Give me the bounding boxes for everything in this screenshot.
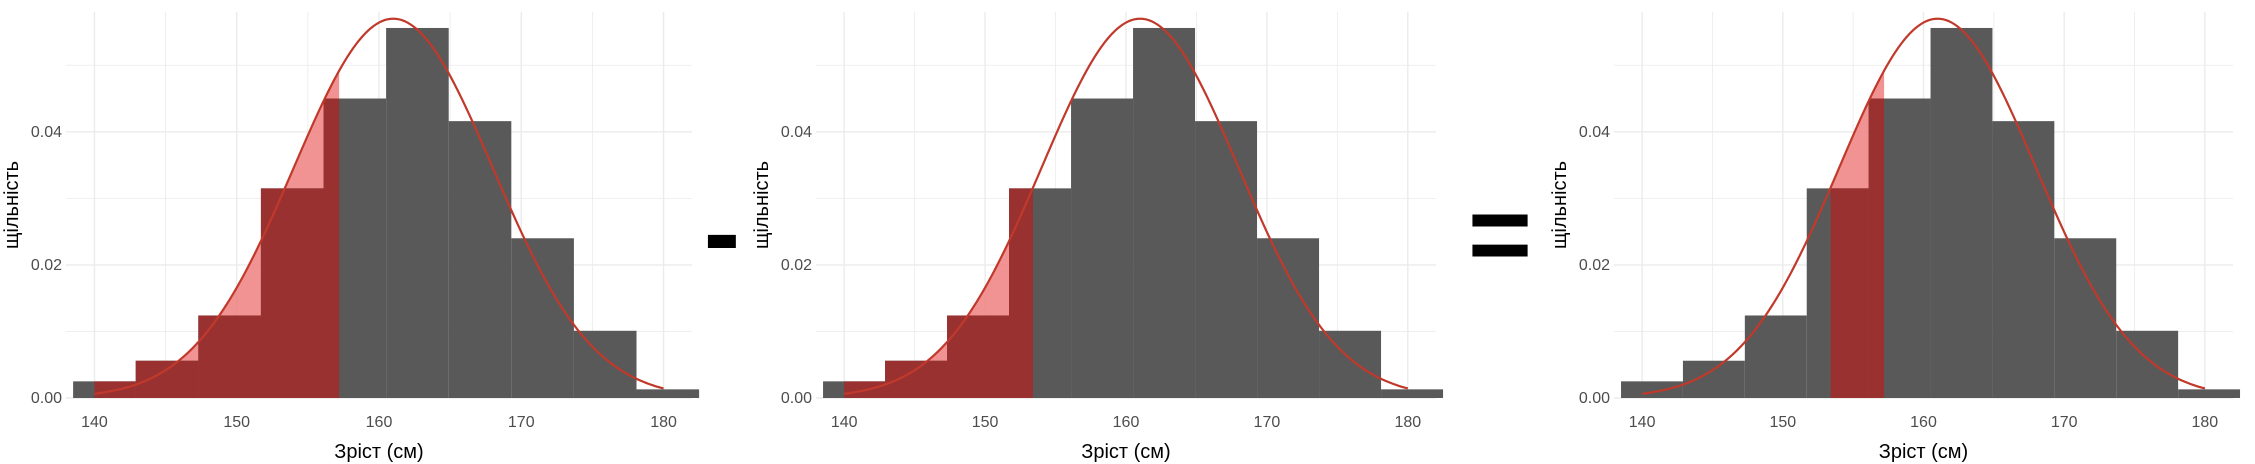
x-tick-label: 150 <box>1769 414 1796 431</box>
shaded-bar-segment <box>885 360 948 398</box>
shaded-bar-portion <box>94 98 340 398</box>
histogram-bar <box>1930 27 1993 399</box>
x-tick-labels: 140 150 160 170 180 <box>831 414 1421 431</box>
x-tick-label: 160 <box>1910 414 1937 431</box>
shaded-bar-segment <box>198 315 261 398</box>
y-tick-label: 0.00 <box>781 390 812 407</box>
x-tick-label: 180 <box>1394 414 1421 431</box>
normal-curve <box>94 17 664 395</box>
shaded-bar-segment <box>1868 98 1885 398</box>
x-axis-title: Зріст (см) <box>1879 441 1968 463</box>
x-tick-labels: 140 150 160 170 180 <box>1629 414 2219 431</box>
histogram-bar <box>2178 389 2241 398</box>
y-tick-label: 0.02 <box>781 257 812 274</box>
normal-curve <box>1641 17 2206 395</box>
x-axis-title: Зріст (см) <box>1081 441 1170 463</box>
histogram-bar <box>2054 238 2117 398</box>
y-tick-labels: 0.00 0.02 0.04 <box>1579 124 1610 407</box>
equals-operator: = <box>1468 173 1532 296</box>
x-tick-labels: 140 150 160 170 180 <box>81 414 677 431</box>
y-tick-label: 0.02 <box>31 257 62 274</box>
histogram-bars <box>823 27 1444 399</box>
x-tick-label: 180 <box>650 414 677 431</box>
histogram-bar <box>1133 27 1196 399</box>
y-tick-label: 0.04 <box>31 124 62 141</box>
histogram-bar <box>1621 381 1683 398</box>
histogram-bars <box>73 27 700 399</box>
panel-minuend: 140 150 160 170 180 0.00 0.02 0.04 Зріст (см) щіл… <box>1 12 700 463</box>
histogram-bar <box>1381 389 1444 398</box>
histogram-bars <box>1621 27 2241 399</box>
x-tick-label: 170 <box>1254 414 1281 431</box>
x-tick-label: 170 <box>2051 414 2078 431</box>
histogram-bar <box>1992 121 2055 398</box>
histogram-bar <box>636 389 700 398</box>
histogram-bar <box>1257 238 1320 398</box>
shaded-bar-segment <box>323 98 340 398</box>
normal-curve <box>844 17 1409 395</box>
histogram-bar <box>386 27 449 399</box>
shaded-bar-portion <box>1830 98 1885 398</box>
y-tick-label: 0.00 <box>1579 390 1610 407</box>
shaded-bar-segment <box>947 315 1010 398</box>
y-tick-labels: 0.00 0.02 0.04 <box>31 124 62 407</box>
x-tick-label: 140 <box>1629 414 1656 431</box>
y-tick-label: 0.02 <box>1579 257 1610 274</box>
x-tick-label: 170 <box>508 414 535 431</box>
histogram-bar <box>1744 315 1807 398</box>
histogram-bar <box>1195 121 1258 398</box>
x-axis-title: Зріст (см) <box>334 441 423 463</box>
x-tick-label: 140 <box>831 414 858 431</box>
shaded-bar-segment <box>135 360 199 398</box>
x-tick-label: 140 <box>81 414 108 431</box>
histogram-bar <box>2116 330 2179 398</box>
histogram-bar <box>573 330 637 398</box>
histogram-bar <box>511 238 574 398</box>
panel-subtrahend: 140 150 160 170 180 0.00 0.02 0.04 Зріст (см) щіл… <box>751 12 1444 463</box>
histogram-bar <box>1071 98 1134 398</box>
shaded-bar-segment <box>1009 188 1033 398</box>
y-tick-label: 0.00 <box>31 390 62 407</box>
shaded-bar-segment <box>1830 188 1869 398</box>
y-tick-labels: 0.00 0.02 0.04 <box>781 124 812 407</box>
histogram-bar <box>1319 330 1382 398</box>
y-axis-title: щільність <box>1549 161 1571 249</box>
minus-operator: - <box>704 171 741 294</box>
y-tick-label: 0.04 <box>781 124 812 141</box>
y-axis-title: щільність <box>1 161 23 249</box>
x-tick-label: 160 <box>1113 414 1140 431</box>
x-tick-label: 160 <box>366 414 393 431</box>
y-axis-title: щільність <box>751 161 773 249</box>
x-tick-label: 150 <box>223 414 250 431</box>
x-tick-label: 150 <box>972 414 999 431</box>
histogram-bar <box>1682 360 1745 398</box>
shaded-bar-segment <box>260 188 324 398</box>
panel-result: 140 150 160 170 180 0.00 0.02 0.04 Зріст (см) щіл… <box>1549 12 2241 463</box>
histogram-bar <box>448 121 512 398</box>
y-tick-label: 0.04 <box>1579 124 1610 141</box>
x-tick-label: 180 <box>2192 414 2219 431</box>
